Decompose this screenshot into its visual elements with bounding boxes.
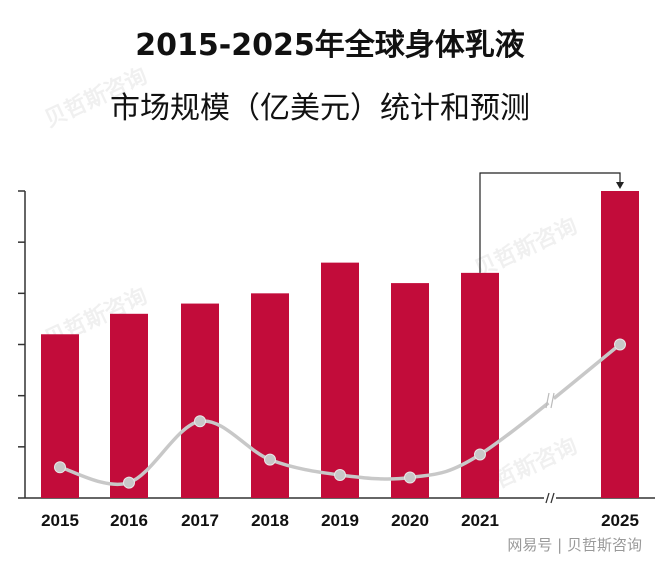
axis-break-mark <box>545 492 550 504</box>
line-point-2020 <box>404 471 416 484</box>
bar-2018 <box>251 293 289 498</box>
bar-2019 <box>321 262 359 498</box>
line-break-gap <box>542 391 558 409</box>
line-break-mark <box>545 392 550 409</box>
line-point-2015 <box>54 461 66 474</box>
x-tick-label-2016: 2016 <box>110 511 148 530</box>
bar-2020 <box>391 283 429 498</box>
x-tick-label-2020: 2020 <box>391 511 429 530</box>
axis-break-gap <box>544 495 556 501</box>
x-tick-label-2017: 2017 <box>181 511 219 530</box>
line-series <box>58 342 622 486</box>
growth-arrow-head <box>616 182 624 189</box>
line-point-2019 <box>334 468 346 481</box>
bar-2016 <box>110 313 148 498</box>
x-tick-label-2018: 2018 <box>251 511 289 530</box>
line-point-2018 <box>264 453 276 466</box>
x-tick-label-2021: 2021 <box>461 511 499 530</box>
line-point-2017 <box>194 415 206 428</box>
x-tick-label-2025: 2025 <box>601 511 639 530</box>
growth-arrow-line <box>479 172 621 273</box>
x-tick-label-2019: 2019 <box>321 511 359 530</box>
x-tick-label-2015: 2015 <box>41 511 79 530</box>
line-break-mark <box>550 392 555 409</box>
line-point-2025 <box>614 338 626 351</box>
axis-break-mark <box>550 492 555 504</box>
footer-source: 网易号 | 贝哲斯咨询 <box>507 536 642 554</box>
chart-subtitle: 市场规模（亿美元）统计和预测 <box>110 91 530 126</box>
bar-2017 <box>181 303 219 498</box>
line-point-2016 <box>123 476 135 489</box>
chart-title: 2015-2025年全球身体乳液 <box>135 28 525 63</box>
line-point-2021 <box>474 448 486 461</box>
